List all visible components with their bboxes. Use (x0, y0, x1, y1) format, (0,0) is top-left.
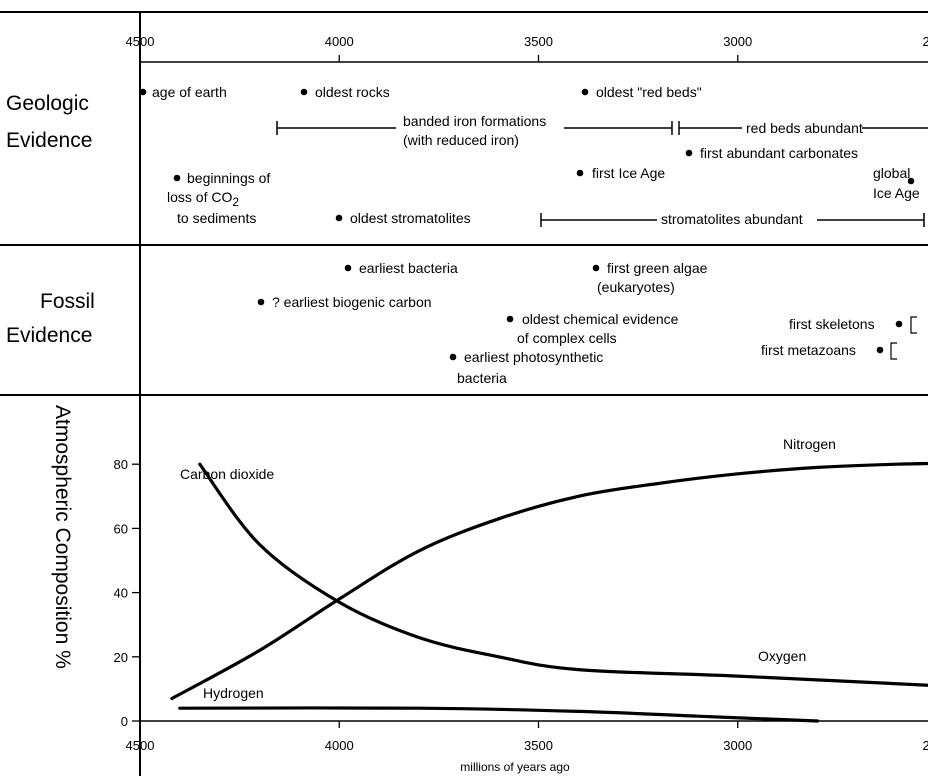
y-axis-tick-label: 40 (114, 586, 128, 601)
event-dot (344, 264, 352, 272)
series-label-hydrogen: Hydrogen (203, 685, 264, 701)
event-global-ice-age-line1: global (873, 165, 910, 181)
event-co2-loss-line1: beginnings of (187, 170, 270, 186)
x-axis-tick-label: 3000 (723, 738, 752, 753)
series-label-nitrogen: Nitrogen (783, 436, 836, 452)
x-axis-tick-label: 2500 (923, 738, 928, 753)
event-oldest-stromatolites: oldest stromatolites (350, 210, 471, 226)
event-oldest-red-beds: oldest "red beds" (596, 84, 702, 100)
event-dot (173, 174, 181, 182)
event-photosynthetic-bacteria-line2: bacteria (457, 370, 507, 386)
series-label-carbon-dioxide: Carbon dioxide (180, 466, 274, 482)
top-axis-tick-label: 2500 (923, 34, 928, 49)
event-co2-loss-line2: loss of CO2 (167, 189, 239, 209)
event-co2-loss-line3: to sediments (177, 210, 256, 226)
event-banded-iron-line2: (with reduced iron) (403, 132, 519, 148)
event-dot (449, 353, 457, 361)
top-axis-tick-label: 4500 (126, 34, 155, 49)
chart-axes: 4500400035003000250020001500100050002040… (114, 457, 928, 753)
event-dot (257, 298, 265, 306)
top-axis-tick-label: 3500 (524, 34, 553, 49)
event-age-of-earth: age of earth (152, 84, 227, 100)
top-axis-tick-label: 3000 (723, 34, 752, 49)
top-axis-tick-label: 4000 (325, 34, 354, 49)
bracket-mark (890, 342, 897, 360)
event-first-green-algae-line2: (eukaryotes) (597, 279, 675, 295)
subscript-2: 2 (232, 195, 239, 209)
event-first-ice-age: first Ice Age (592, 165, 665, 181)
event-complex-cells-line2: of complex cells (517, 330, 617, 346)
event-dot (685, 149, 693, 157)
event-red-beds-abundant: red beds abundant (746, 120, 863, 136)
series-line-nitrogen (170, 461, 928, 701)
label-backdrop (396, 111, 564, 151)
y-axis-tick-label: 20 (114, 650, 128, 665)
x-axis-title: millions of years ago (460, 760, 570, 774)
event-oldest-rocks: oldest rocks (315, 84, 390, 100)
x-axis-tick-label: 3500 (524, 738, 553, 753)
event-banded-iron-line1: banded iron formations (403, 113, 546, 129)
event-dot (335, 214, 343, 222)
label-backdrop (742, 120, 862, 136)
event-dot (592, 264, 600, 272)
event-dot (895, 320, 903, 328)
y-axis-tick-label: 60 (114, 521, 128, 536)
event-complex-cells-line1: oldest chemical evidence (522, 311, 679, 327)
bracket-mark (910, 316, 917, 334)
event-global-ice-age-line2: Ice Age (873, 185, 920, 201)
event-dot (876, 346, 884, 354)
geologic-title-line1: Geologic (6, 92, 89, 115)
fossil-title-line2: Evidence (6, 324, 92, 347)
event-dot (581, 88, 589, 96)
event-earliest-biogenic-carbon: ? earliest biogenic carbon (272, 294, 432, 310)
fossil-title-line1: Fossil (40, 290, 95, 313)
fossil-events: earliest bacteria first green algae (euk… (257, 260, 917, 386)
series-label-oxygen: Oxygen (758, 648, 806, 664)
x-axis-tick-label: 4500 (126, 738, 155, 753)
top-time-axis: 45004000350030002500200015001000500 (126, 34, 928, 62)
x-axis-tick-label: 4000 (325, 738, 354, 753)
event-first-green-algae-line1: first green algae (607, 260, 708, 276)
y-axis-title: Atmospheric Composition % (51, 405, 74, 669)
label-backdrop (657, 211, 817, 227)
series-line-hydrogen (178, 706, 820, 723)
event-dot (907, 177, 915, 185)
geologic-events: age of earth oldest rocks oldest "red be… (139, 84, 928, 227)
event-photosynthetic-bacteria-line1: earliest photosynthetic (464, 349, 603, 365)
event-earliest-bacteria: earliest bacteria (359, 260, 458, 276)
event-dot (506, 315, 514, 323)
chart-series (170, 461, 928, 723)
event-first-abundant-carbonates: first abundant carbonates (700, 145, 858, 161)
geologic-title-line2: Evidence (6, 129, 92, 152)
event-first-skeletons: first skeletons (789, 316, 875, 332)
event-dot (300, 88, 308, 96)
series-line-carbon-dioxide (198, 462, 928, 687)
y-axis-tick-label: 80 (114, 457, 128, 472)
event-first-metazoans: first metazoans (761, 342, 856, 358)
y-axis-tick-label: 0 (121, 714, 128, 729)
event-stromatolites-abundant: stromatolites abundant (661, 211, 803, 227)
event-dot (576, 169, 584, 177)
event-dot (139, 88, 147, 96)
